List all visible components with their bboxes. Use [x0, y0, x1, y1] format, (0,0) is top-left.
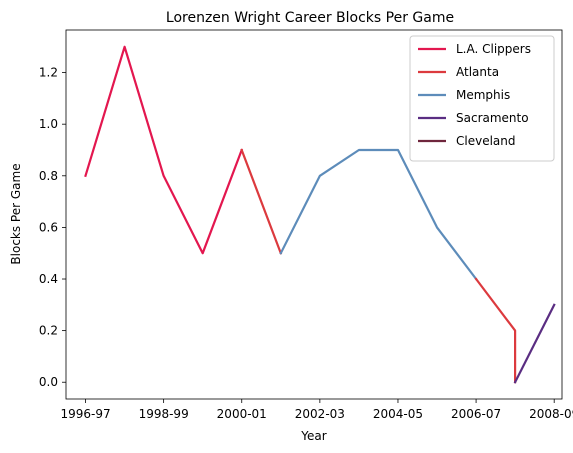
series-line-4 [474, 277, 517, 384]
x-tick-label: 2008-09 [529, 407, 573, 421]
y-tick-label: 0.2 [39, 324, 58, 338]
legend: L.A. Clippers Atlanta Memphis Sacramento Cle… [409, 35, 555, 162]
x-tick-label: 2002-03 [295, 407, 345, 421]
legend-label: L.A. Clippers [456, 42, 531, 56]
y-axis: 0.0 0.2 0.4 0.6 0.8 1.0 1.2 [39, 66, 66, 389]
series-line-5 [513, 303, 556, 384]
legend-label: Cleveland [456, 134, 516, 148]
x-axis-label: Year [300, 429, 326, 443]
x-tick-label: 2006-07 [451, 407, 501, 421]
y-tick-label: 1.2 [39, 66, 58, 80]
series-line-2 [240, 148, 283, 255]
series-line-3 [279, 148, 478, 281]
x-tick-label: 2004-05 [373, 407, 423, 421]
legend-label: Atlanta [456, 65, 499, 79]
y-tick-label: 0.8 [39, 169, 58, 183]
plot-frame [65, 29, 563, 400]
series-line-1 [84, 45, 244, 255]
y-tick-label: 1.0 [39, 117, 58, 131]
x-tick-label: 2000-01 [217, 407, 267, 421]
y-tick-label: 0.0 [39, 375, 58, 389]
x-tick-label: 1996-97 [60, 407, 110, 421]
series-lines [84, 45, 556, 384]
legend-label: Memphis [456, 88, 510, 102]
x-axis: 1996-97 1998-99 2000-01 2002-03 2004-05 2006-… [60, 399, 573, 421]
y-tick-label: 0.4 [39, 272, 58, 286]
legend-label: Sacramento [456, 111, 529, 125]
legend-box [409, 35, 555, 162]
x-tick-label: 1998-99 [139, 407, 189, 421]
chart-title: Lorenzen Wright Career Blocks Per Game [166, 10, 454, 26]
y-axis-label: Blocks Per Game [9, 163, 23, 264]
y-tick-label: 0.6 [39, 220, 58, 234]
